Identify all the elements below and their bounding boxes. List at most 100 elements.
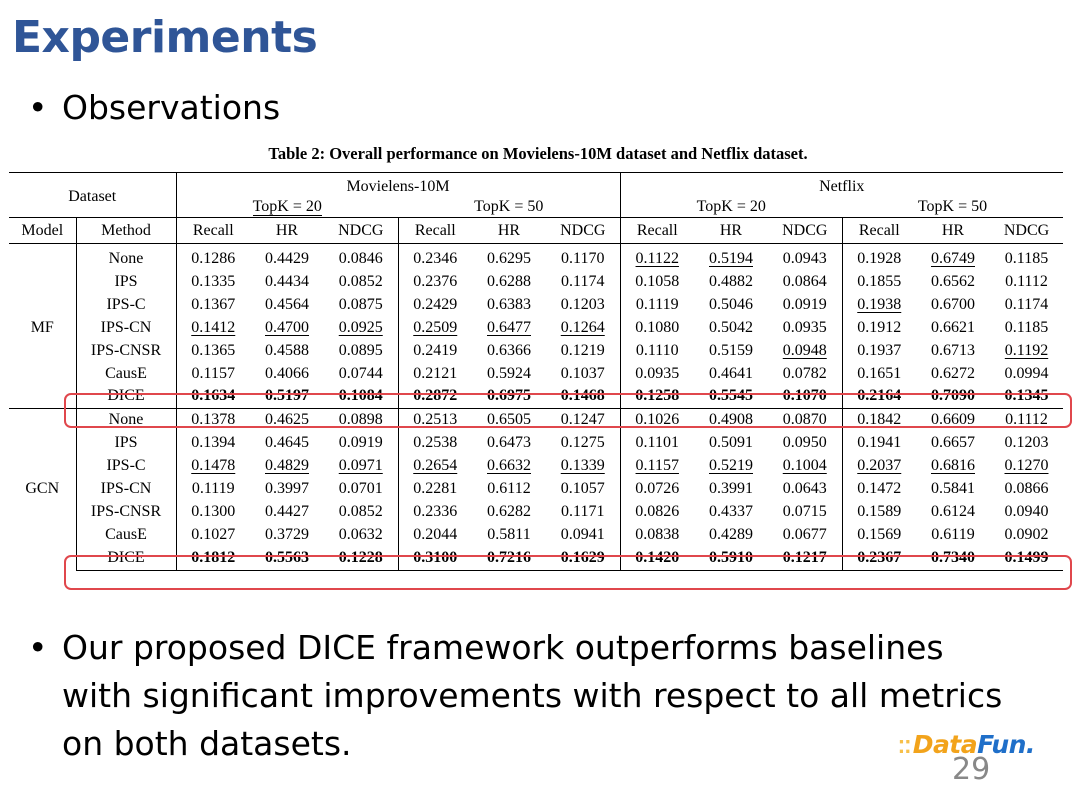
value-cell: 0.1247 [546,408,621,433]
value-cell: 0.1004 [768,455,843,479]
model-cell: GCN [9,408,77,571]
metric-header: HR [472,217,546,244]
value-cell: 0.6282 [487,502,531,520]
value-cell: 0.5197 [265,387,309,405]
value-cell: 0.4882 [709,272,753,290]
value-cell: 0.0994 [1004,364,1049,382]
datafun-logo: ⁚⁚DataFun. [898,730,1035,759]
value-cell: 0.3729 [265,525,309,543]
value-cell: 0.0870 [768,408,843,433]
value-cell: 0.2419 [413,341,458,359]
value-cell: 0.0950 [768,432,843,456]
value-cell: 0.0715 [768,500,843,524]
value-cell: 0.1171 [546,500,621,524]
metric-header: HR [694,217,768,244]
value-cell: 0.6473 [487,434,531,452]
results-table-body: MF None 0.1286 0.4429 0.0846 0.2346 0.6295 0.11… [9,243,1063,571]
value-cell: 0.1394 [191,434,236,452]
value-cell: 0.4641 [709,364,753,382]
metric-header: NDCG [768,217,843,244]
value-cell: 0.7340 [916,546,990,571]
value-cell: 0.6609 [916,408,990,433]
value-cell: 0.3100 [398,546,472,571]
value-cell: 0.0782 [768,362,843,386]
value-cell: 0.1345 [1004,387,1049,405]
value-cell: 0.1365 [191,341,236,359]
method-cell: IPS-CN [76,478,177,501]
value-cell: 0.1367 [191,295,236,313]
value-cell: 0.6383 [487,295,531,313]
value-cell: 0.1258 [635,387,680,405]
value-cell: 0.1912 [857,318,902,336]
value-cell: 0.2654 [413,457,458,475]
value-cell: 0.4588 [265,341,309,359]
value-cell: 0.1058 [635,272,680,290]
value-cell: 0.3991 [709,480,753,498]
value-cell: 0.5924 [487,364,531,382]
value-cell: 0.7216 [472,546,546,571]
value-cell: 0.1185 [1004,250,1049,267]
value-cell: 0.2367 [842,546,916,571]
value-cell: 0.2121 [413,364,458,382]
value-cell: 0.1119 [191,480,235,498]
value-cell: 0.5910 [694,546,768,571]
logo-mark-icon: ⁚⁚ [898,737,911,758]
value-cell: 0.1468 [546,385,621,409]
method-cell: CausE [76,362,177,386]
bullet-text: Observations [62,88,281,127]
value-cell: 0.5091 [709,434,753,452]
value-cell: 0.0846 [324,243,399,271]
dataset-netflix-header: Netflix [620,172,1063,197]
value-cell: 0.1101 [635,434,679,452]
value-cell: 0.1335 [191,272,236,290]
table-caption: Table 2: Overall performance on Movielen… [268,144,808,163]
value-cell: 0.1264 [546,316,621,340]
value-cell: 0.6366 [487,341,531,359]
table-row: IPS-CNSR 0.1300 0.4427 0.0852 0.2336 0.6282 0.… [9,500,1063,524]
value-cell: 0.2336 [413,502,458,520]
value-cell: 0.1275 [546,432,621,456]
value-cell: 0.1122 [635,250,679,267]
dataset-movielens-header: Movielens-10M [176,172,621,197]
value-cell: 0.6124 [931,502,975,520]
value-cell: 0.1941 [857,434,902,452]
value-cell: 0.6112 [487,480,531,498]
value-cell: 0.1286 [191,250,236,267]
slide-title: Experiments [12,12,318,63]
value-cell: 0.2044 [413,525,458,543]
metric-header: Recall [620,217,694,244]
method-cell: IPS-CNSR [76,339,177,363]
value-cell: 0.6749 [931,250,975,267]
topk-header: TopK = 50 [917,198,988,215]
value-cell: 0.1938 [857,295,902,313]
value-cell: 0.1629 [546,546,621,571]
table-row: DICE 0.1634 0.5197 0.1084 0.2872 0.6975 0.1468… [9,385,1063,409]
value-cell: 0.6621 [931,318,975,336]
value-cell: 0.6632 [487,457,531,475]
value-cell: 0.2872 [413,387,458,405]
value-cell: 0.3997 [265,480,309,498]
value-cell: 0.1027 [191,525,236,543]
value-cell: 0.0925 [324,316,399,340]
value-cell: 0.4908 [694,408,768,433]
value-cell: 0.6272 [931,364,975,382]
value-cell: 0.5194 [709,250,753,267]
value-cell: 0.6119 [931,525,975,543]
value-cell: 0.1928 [857,250,902,267]
value-cell: 0.6477 [487,318,531,336]
value-cell: 0.1499 [990,546,1063,571]
value-cell: 0.4337 [709,502,753,520]
value-cell: 0.1812 [176,546,250,571]
value-cell: 0.1170 [546,243,621,271]
value-cell: 0.6295 [487,250,531,267]
value-cell: 0.1037 [546,362,621,386]
value-cell: 0.1937 [857,341,902,359]
model-cell: MF [9,243,77,409]
value-cell: 0.2346 [413,250,458,267]
table-row: CausE 0.1027 0.3729 0.0632 0.2044 0.5811 0.094… [9,523,1063,547]
value-cell: 0.4625 [250,408,324,433]
value-cell: 0.5219 [709,457,753,475]
value-cell: 0.0677 [768,523,843,547]
value-cell: 0.2429 [413,295,458,313]
logo-text-data: Data [912,730,978,759]
